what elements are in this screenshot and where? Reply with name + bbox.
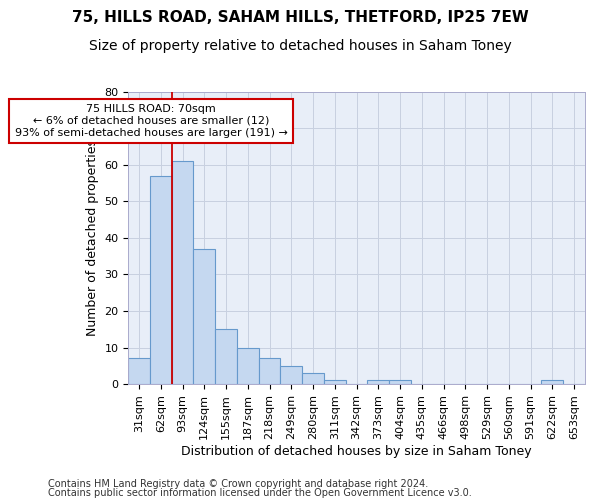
Bar <box>302 373 324 384</box>
Bar <box>172 161 193 384</box>
Text: 75 HILLS ROAD: 70sqm
← 6% of detached houses are smaller (12)
93% of semi-detach: 75 HILLS ROAD: 70sqm ← 6% of detached ho… <box>14 104 287 138</box>
Y-axis label: Number of detached properties: Number of detached properties <box>86 140 99 336</box>
Bar <box>324 380 346 384</box>
Bar <box>193 249 215 384</box>
Bar <box>367 380 389 384</box>
Text: Size of property relative to detached houses in Saham Toney: Size of property relative to detached ho… <box>89 39 511 53</box>
Bar <box>128 358 150 384</box>
Bar <box>150 176 172 384</box>
Text: Contains public sector information licensed under the Open Government Licence v3: Contains public sector information licen… <box>48 488 472 498</box>
Bar <box>541 380 563 384</box>
Text: 75, HILLS ROAD, SAHAM HILLS, THETFORD, IP25 7EW: 75, HILLS ROAD, SAHAM HILLS, THETFORD, I… <box>71 10 529 25</box>
Bar <box>280 366 302 384</box>
Bar <box>259 358 280 384</box>
Bar <box>215 329 237 384</box>
Bar <box>237 348 259 384</box>
Bar <box>389 380 411 384</box>
X-axis label: Distribution of detached houses by size in Saham Toney: Distribution of detached houses by size … <box>181 444 532 458</box>
Text: Contains HM Land Registry data © Crown copyright and database right 2024.: Contains HM Land Registry data © Crown c… <box>48 479 428 489</box>
